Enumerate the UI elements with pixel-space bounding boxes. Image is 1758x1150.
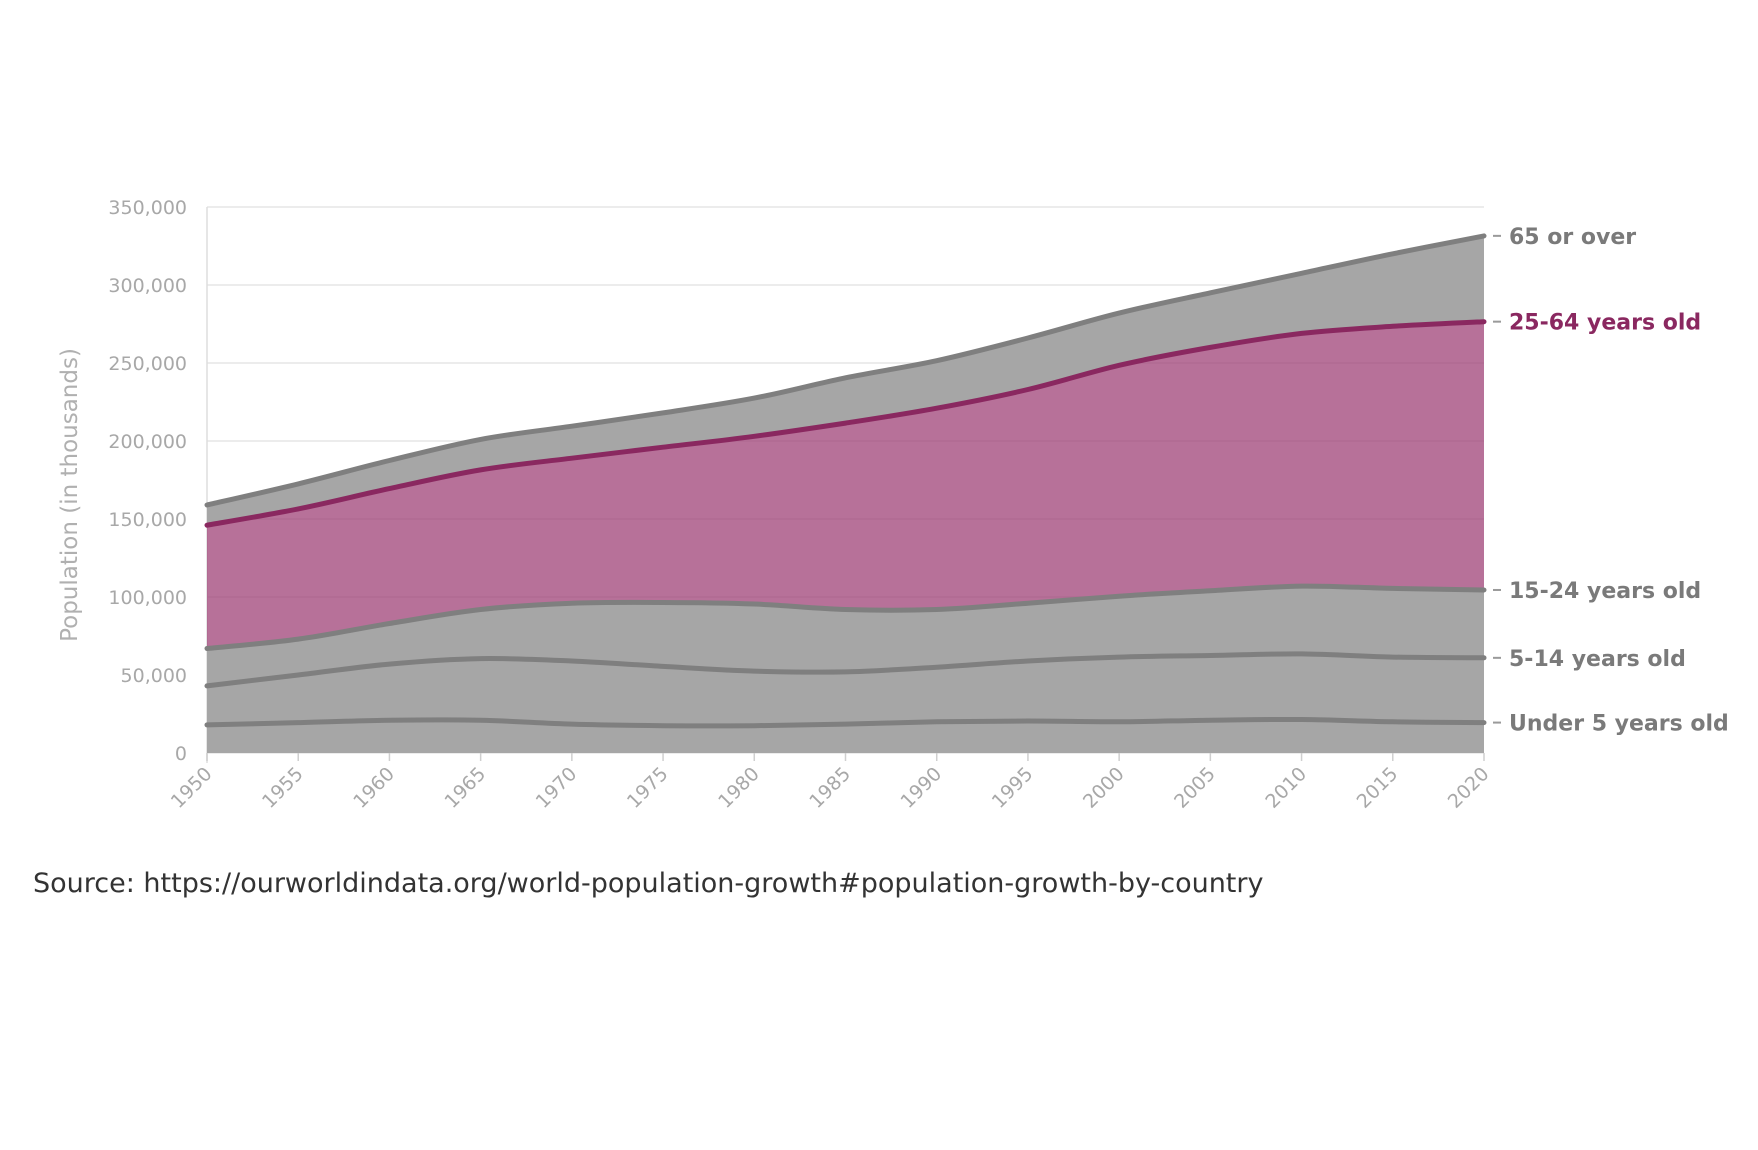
area-65-or-over: [207, 235, 1484, 526]
series-end-labels: Under 5 years old 5-14 years old 15-24 yea…: [1493, 225, 1729, 737]
area-under-5-years-old: [207, 719, 1484, 753]
y-tick-label: 50,000: [121, 665, 187, 687]
x-tick-label: 1985: [805, 763, 855, 813]
y-tick-label: 0: [175, 743, 187, 765]
line-15-24-years-old: [204, 583, 1487, 651]
y-tick-label: 150,000: [108, 509, 187, 531]
y-axis-ticks: 0 50,000 100,000 150,000 200,000 250,000 300,0…: [108, 197, 187, 765]
series-label-65-or-over: 65 or over: [1509, 225, 1636, 250]
x-tick-label: 1990: [896, 763, 946, 813]
area-25-64-years-old: [207, 321, 1484, 649]
x-tick-label: 2015: [1353, 763, 1403, 813]
source-note: Source: https://ourworldindata.org/world…: [33, 868, 1264, 899]
line-5-14-years-old: [204, 651, 1487, 689]
series-lines: [204, 233, 1487, 729]
x-tick-label: 1980: [714, 763, 764, 813]
series-label-5-14-years-old: 5-14 years old: [1509, 647, 1686, 672]
line-25-64-years-old: [204, 319, 1487, 528]
x-tick-label: 1970: [532, 763, 582, 813]
x-tick-label: 2000: [1079, 763, 1129, 813]
x-axis-ticks: 1950 1955 1960 1965 1970 1975 1980 1985 1990 1995…: [167, 753, 1494, 813]
y-tick-label: 300,000: [108, 275, 187, 297]
x-tick-label: 1955: [258, 763, 308, 813]
x-tick-label: 1975: [623, 763, 673, 813]
y-tick-label: 250,000: [108, 353, 187, 375]
x-tick-label: 2010: [1261, 763, 1311, 813]
x-tick-label: 2020: [1444, 763, 1494, 813]
y-axis-title: Population (in thousands): [57, 348, 83, 642]
series-label-under-5-years-old: Under 5 years old: [1509, 712, 1729, 737]
x-tick-label: 1965: [440, 763, 490, 813]
x-tick-label: 1950: [167, 763, 217, 813]
x-tick-label: 1960: [349, 763, 399, 813]
y-tick-label: 350,000: [108, 197, 187, 219]
series-label-25-64-years-old: 25-64 years old: [1509, 311, 1701, 336]
area-5-14-years-old: [207, 653, 1484, 726]
line-under-5-years-old: [204, 716, 1487, 729]
series-label-15-24-years-old: 15-24 years old: [1509, 579, 1701, 604]
y-tick-label: 100,000: [108, 587, 187, 609]
line-65-or-over: [204, 233, 1487, 508]
area-15-24-years-old: [207, 586, 1484, 686]
series-areas: [207, 235, 1484, 753]
x-tick-label: 2005: [1170, 763, 1220, 813]
x-tick-label: 1995: [988, 763, 1038, 813]
y-tick-label: 200,000: [108, 431, 187, 453]
